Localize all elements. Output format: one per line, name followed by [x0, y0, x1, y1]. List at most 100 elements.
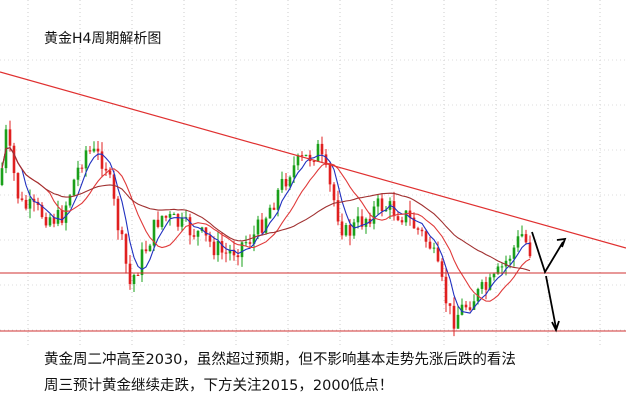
candle-body [392, 201, 396, 217]
candle-body [228, 249, 232, 254]
candle-body [208, 235, 212, 242]
candle-body [360, 216, 364, 227]
candle-body [380, 198, 384, 212]
candle-body [332, 184, 336, 201]
candle-body [472, 301, 476, 310]
candle-body [284, 178, 288, 187]
candle-body [64, 205, 68, 223]
candle-body [80, 167, 84, 169]
candle-body [376, 198, 380, 207]
candle-body [440, 261, 444, 277]
candle-body [484, 282, 488, 290]
candle-body [248, 242, 252, 244]
candle-body [260, 219, 264, 233]
forecast-arrows [531, 231, 567, 333]
candle-body [436, 247, 440, 262]
candle-body [32, 198, 36, 202]
candle-body [508, 258, 512, 261]
candle-body [244, 242, 248, 244]
candle-body [408, 210, 412, 218]
candle-body [364, 218, 368, 227]
annotation: 周三预计黄金继续走跌，下方关注2015，2000低点！ [44, 378, 394, 394]
candle-body [460, 304, 464, 315]
candle-body [328, 164, 332, 185]
candle-body [456, 314, 460, 329]
candle-body [88, 150, 92, 152]
candle-body [172, 214, 176, 216]
candle-body [448, 303, 452, 306]
candle-body [12, 145, 16, 174]
candle-body [352, 222, 356, 236]
candle-body [40, 204, 44, 218]
moving-averages [1, 147, 531, 314]
candle-body [420, 229, 424, 232]
candle-body [340, 221, 344, 236]
candle-body [320, 143, 324, 155]
candle-body [516, 236, 520, 248]
candle-body [176, 214, 180, 227]
candle-body [44, 217, 48, 226]
candle-body [412, 217, 416, 229]
candle-body [500, 266, 504, 268]
candle-body [112, 174, 116, 199]
candle-body [68, 195, 72, 206]
candle-body [220, 241, 224, 253]
candle-body [20, 198, 24, 200]
candle-body [8, 129, 12, 146]
candle-body [120, 230, 124, 235]
candle-body [356, 216, 360, 223]
chart-title: 黄金H4周期解析图 [44, 31, 162, 47]
trend-line [0, 71, 626, 249]
candle-body [28, 198, 32, 209]
candle-body [92, 148, 96, 152]
candle-body [504, 260, 508, 267]
candle-body [300, 155, 304, 157]
candle-body [528, 242, 532, 257]
candle-body [192, 235, 196, 237]
candle-body [404, 210, 408, 223]
candle-body [468, 307, 472, 310]
candle-body [276, 189, 280, 210]
candle-body [52, 217, 56, 224]
candle-body [492, 273, 496, 278]
candle-body [488, 277, 492, 290]
annotation: 黄金周二冲高至2030，虽然超过预期，但不影响基本走势先涨后跌的看法 [44, 352, 516, 368]
candle-body [416, 228, 420, 230]
moving-average [1, 147, 531, 272]
candle-body [396, 216, 400, 221]
candle-body [168, 214, 172, 218]
candle-body [0, 168, 4, 185]
candle-body [164, 215, 168, 218]
candle-body [180, 217, 184, 227]
candle-body [216, 241, 220, 256]
candle-body [56, 210, 60, 224]
candle-body [464, 304, 468, 308]
candle-body [512, 247, 516, 259]
candle-body [424, 231, 428, 242]
candle-body [108, 170, 112, 175]
candle-body [400, 220, 404, 223]
candle-body [444, 276, 448, 304]
candle-body [204, 227, 208, 236]
candle-body [476, 288, 480, 302]
candle-body [324, 154, 328, 165]
candle-body [252, 234, 256, 244]
candle-body [272, 207, 276, 210]
candle-body [224, 252, 228, 254]
candle-body [304, 154, 308, 156]
candle-body [312, 161, 316, 163]
candle-body [140, 249, 144, 276]
moving-average [1, 147, 531, 302]
candle-body [136, 274, 140, 276]
candle-body [428, 241, 432, 249]
candle-body [16, 173, 20, 199]
candle-body [316, 143, 320, 162]
candle-body [480, 282, 484, 289]
candle-body [292, 165, 296, 178]
candle-body [296, 155, 300, 166]
candle-body [152, 219, 156, 246]
candle-body [520, 234, 524, 237]
candle-body [148, 245, 152, 252]
candle-body [84, 150, 88, 169]
